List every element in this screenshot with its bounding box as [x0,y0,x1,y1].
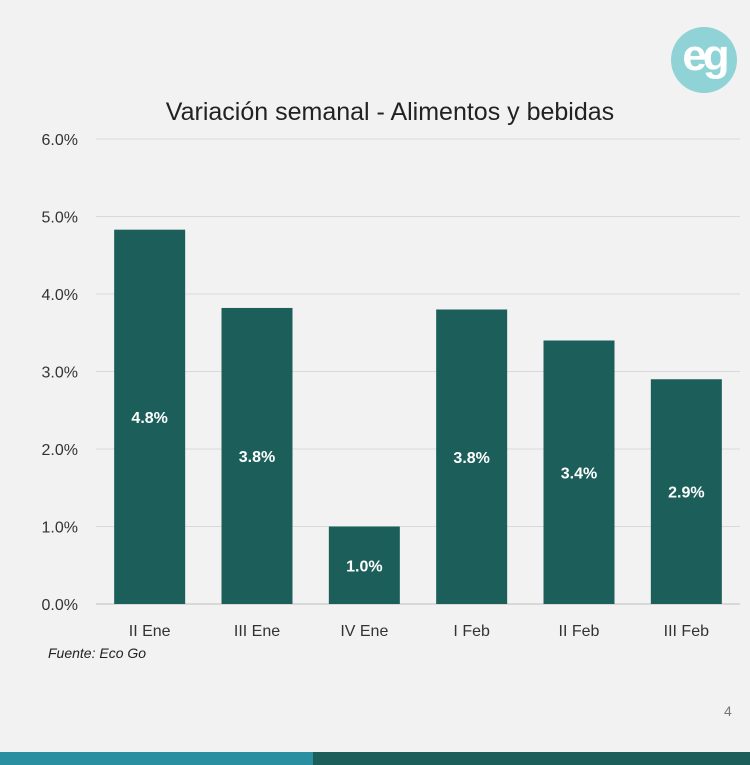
y-tick-label: 1.0% [42,520,78,537]
page-number: 4 [724,703,732,719]
x-tick-label: III Feb [664,623,709,640]
eco-go-logo: eg [671,27,737,93]
x-tick-label: II Ene [129,623,171,640]
x-tick-label: IV Ene [340,623,388,640]
data-label: 3.8% [453,450,489,467]
data-label: 1.0% [346,558,382,575]
x-tick-label: I Feb [453,623,490,640]
data-label: 2.9% [668,485,704,502]
bar [650,379,722,604]
y-tick-label: 5.0% [42,210,78,227]
data-label: 4.8% [131,410,167,427]
y-tick-label: 3.0% [42,365,78,382]
data-label: 3.8% [239,449,275,466]
bar [328,526,400,604]
y-tick-label: 0.0% [42,597,78,614]
logo-text: eg [682,31,729,80]
y-tick-label: 6.0% [42,132,78,149]
footer-bar-right [313,752,750,765]
chart-title: Variación semanal - Alimentos y bebidas [166,98,614,126]
x-tick-label: III Ene [234,623,280,640]
y-tick-label: 4.0% [42,287,78,304]
bar [114,229,186,605]
source-note: Fuente: Eco Go [48,645,147,661]
x-tick-label: II Feb [559,623,600,640]
bar [543,340,615,604]
footer-bar-left [0,752,313,765]
y-tick-label: 2.0% [42,442,78,459]
data-label: 3.4% [561,465,597,482]
bar [436,309,508,604]
bar [221,307,293,604]
